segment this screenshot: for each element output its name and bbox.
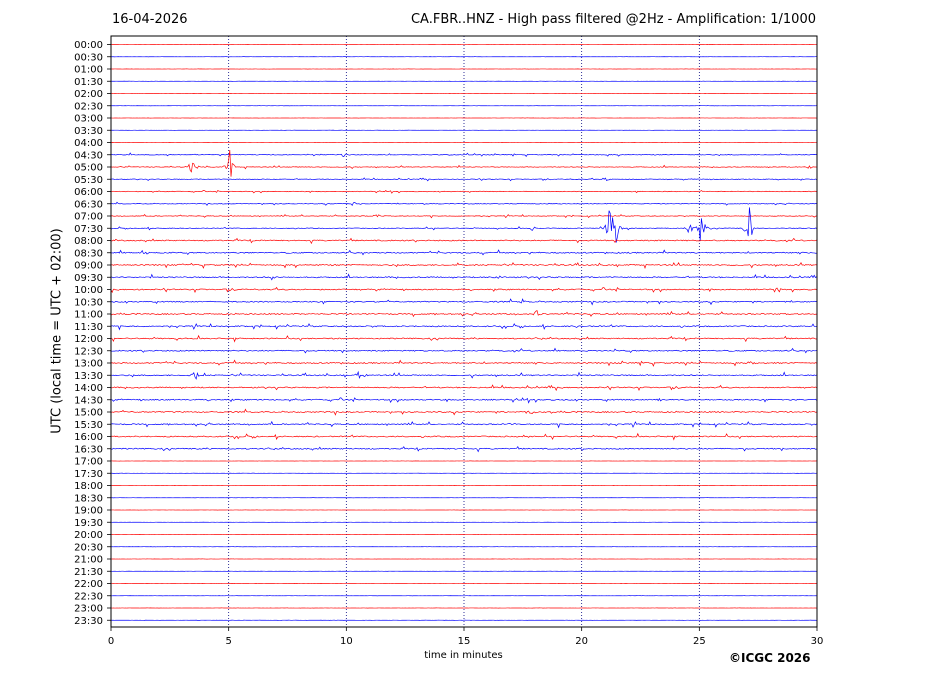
y-tick-label: 23:00 — [74, 604, 103, 615]
y-tick-label: 03:30 — [74, 126, 103, 137]
y-tick-label: 16:30 — [74, 444, 103, 455]
trace-1000 — [110, 286, 817, 294]
y-tick-label: 04:00 — [74, 138, 103, 149]
y-tick-label: 11:30 — [74, 322, 103, 333]
x-tick-label: 10 — [340, 636, 353, 647]
y-tick-label: 13:00 — [74, 359, 103, 370]
x-axis-label-text: time in minutes — [424, 650, 503, 661]
trace-1500 — [110, 408, 817, 416]
trace-1030 — [110, 298, 817, 306]
chart-title: CA.FBR..HNZ - High pass filtered @2Hz - … — [410, 12, 816, 27]
y-tick-label: 11:00 — [74, 310, 103, 321]
trace-0630 — [110, 201, 817, 207]
x-tick-label: 20 — [575, 636, 588, 647]
y-tick-label: 09:00 — [74, 261, 103, 272]
y-tick-label: 00:30 — [74, 52, 103, 63]
trace-0700 — [110, 214, 817, 219]
y-tick-label: 01:30 — [74, 77, 103, 88]
y-tick-label: 10:30 — [74, 297, 103, 308]
trace-1630 — [110, 445, 817, 453]
date-label: 16-04-2026 — [112, 12, 188, 27]
trace-1130 — [110, 323, 817, 331]
y-tick-label: 15:00 — [74, 408, 103, 419]
trace-1330 — [110, 370, 817, 380]
plot-frame — [110, 35, 818, 628]
y-tick-label: 21:00 — [74, 555, 103, 566]
x-tick-label: 25 — [693, 636, 706, 647]
y-tick-label: 02:00 — [74, 89, 103, 100]
x-tick-label: 15 — [458, 636, 471, 647]
trace-1100 — [110, 310, 817, 318]
y-tick-label: 08:00 — [74, 236, 103, 247]
y-tick-label: 19:00 — [74, 506, 103, 517]
y-tick-label: 00:00 — [74, 40, 103, 51]
copyright: ©ICGC 2026 — [729, 651, 811, 665]
trace-0730 — [110, 207, 817, 243]
y-tick-label: 22:00 — [74, 579, 103, 590]
y-tick-label: 17:00 — [74, 457, 103, 468]
y-tick-label: 18:00 — [74, 481, 103, 492]
y-tick-label: 15:30 — [74, 420, 103, 431]
trace-1530 — [110, 420, 817, 429]
trace-0530 — [110, 177, 817, 182]
y-tick-label: 05:30 — [74, 175, 103, 186]
trace-1400 — [110, 384, 817, 392]
trace-0830 — [110, 249, 817, 256]
y-tick-label: 17:30 — [74, 469, 103, 480]
trace-0600 — [110, 189, 817, 194]
trace-0930 — [110, 273, 817, 281]
y-tick-label: 01:00 — [74, 65, 103, 76]
y-tick-label: 23:30 — [74, 616, 103, 627]
x-tick-label: 5 — [225, 636, 231, 647]
y-tick-label: 06:00 — [74, 187, 103, 198]
trace-1430 — [110, 397, 817, 404]
y-tick-label: 03:00 — [74, 114, 103, 125]
y-tick-label: 07:00 — [74, 212, 103, 223]
y-tick-label: 02:30 — [74, 101, 103, 112]
y-tick-label: 06:30 — [74, 199, 103, 210]
y-tick-label: 12:00 — [74, 334, 103, 345]
y-tick-label: 18:30 — [74, 493, 103, 504]
y-tick-label: 22:30 — [74, 591, 103, 602]
trace-1300 — [110, 359, 817, 367]
trace-0500 — [110, 149, 817, 177]
trace-1200 — [110, 334, 817, 343]
x-axis-label: time in minutes — [0, 650, 927, 661]
y-tick-label: 21:30 — [74, 567, 103, 578]
y-tick-label: 05:00 — [74, 163, 103, 174]
x-tick-label: 0 — [108, 636, 114, 647]
trace-0800 — [110, 237, 817, 245]
trace-1230 — [110, 347, 817, 354]
y-tick-label: 12:30 — [74, 346, 103, 357]
y-tick-label: 19:30 — [74, 518, 103, 529]
y-tick-label: 20:30 — [74, 542, 103, 553]
y-tick-label: 08:30 — [74, 248, 103, 259]
trace-0430 — [110, 152, 817, 158]
y-tick-label: 14:00 — [74, 383, 103, 394]
y-tick-label: 04:30 — [74, 150, 103, 161]
y-tick-label: 14:30 — [74, 395, 103, 406]
trace-0900 — [110, 262, 817, 270]
y-tick-label: 10:00 — [74, 285, 103, 296]
trace-1600 — [111, 432, 817, 441]
y-tick-label: 20:00 — [74, 530, 103, 541]
y-tick-label: 16:00 — [74, 432, 103, 443]
y-tick-label: 07:30 — [74, 224, 103, 235]
y-tick-label: 09:30 — [74, 273, 103, 284]
x-tick-label: 30 — [811, 636, 824, 647]
y-tick-label: 13:30 — [74, 371, 103, 382]
